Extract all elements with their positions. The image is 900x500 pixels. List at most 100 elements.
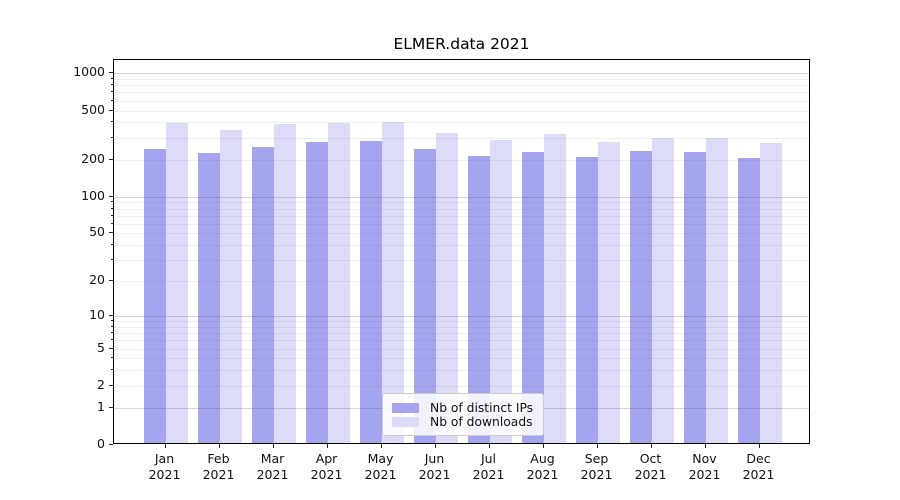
y-minor-tick-mark [111,357,113,359]
y-minor-tick-mark [111,77,113,79]
grid-line [114,321,809,323]
y-tick-label: 200 [81,150,105,166]
y-minor-tick-mark [111,332,113,334]
x-tick-mark [758,444,760,448]
y-minor-tick-mark [111,384,113,386]
bar-ips-dec [737,157,760,443]
grid-line [114,122,809,124]
y-tick-label: 2 [97,376,105,392]
y-tick-mark [109,195,113,197]
x-tick-mark [326,444,328,448]
y-minor-tick-mark [111,84,113,86]
legend: Nb of distinct IPs Nb of downloads [382,393,544,436]
bar-ips-oct [629,150,652,443]
bar-downloads-oct [651,137,674,443]
bar-ips-jul [467,155,490,443]
bar-downloads-jul [489,139,512,443]
x-tick-mark [380,444,382,448]
y-tick-mark [109,314,113,316]
bar-ips-nov [683,152,706,443]
legend-swatch [392,416,419,427]
y-tick-mark [109,406,113,408]
grid-line [114,223,809,225]
x-tick-mark [272,444,274,448]
grid-line [114,73,809,75]
y-minor-tick-mark [111,369,113,371]
y-minor-tick-mark [111,320,113,322]
grid-line [114,196,809,198]
y-tick-mark [109,444,113,445]
x-tick-label: Oct 2021 [634,451,667,482]
bar-ips-feb [197,153,220,443]
grid-line [114,260,809,262]
bar-downloads-jan [165,123,188,443]
y-minor-tick-mark [111,280,113,282]
y-minor-tick-mark [111,201,113,203]
bar-downloads-aug [543,133,566,443]
y-tick-label: 10 [89,306,105,322]
x-tick-label: Jul 2021 [472,451,505,482]
y-minor-tick-mark [111,325,113,327]
x-tick-label: Sep 2021 [580,451,613,482]
grid-line [114,348,809,350]
bar-downloads-dec [759,143,782,443]
x-tick-label: Dec 2021 [742,451,775,482]
bar-downloads-nov [705,137,728,443]
y-minor-tick-mark [111,91,113,93]
grid-line [114,159,809,161]
x-tick-label: May 2021 [364,451,397,482]
y-minor-tick-mark [111,109,113,111]
bar-ips-apr [305,141,328,443]
plot-area: Nb of distinct IPs Nb of downloads [113,59,810,444]
y-minor-tick-mark [111,232,113,234]
x-tick-mark [218,444,220,448]
grid-line [114,202,809,204]
x-tick-mark [434,444,436,448]
bar-downloads-feb [219,129,242,443]
bar-downloads-jun [435,133,458,443]
y-tick-label: 0 [97,436,105,451]
y-minor-tick-mark [111,207,113,209]
bar-ips-aug [521,152,544,443]
y-minor-tick-mark [111,244,113,246]
bar-ips-jan [143,148,166,443]
legend-label: Nb of downloads [430,414,533,429]
chart-title: ELMER.data 2021 [393,35,530,53]
grid-line [114,110,809,112]
x-tick-label: Apr 2021 [310,451,343,482]
y-minor-tick-mark [111,121,113,123]
legend-row: Nb of downloads [392,415,537,429]
grid-line [114,370,809,372]
y-minor-tick-mark [111,214,113,216]
bar-downloads-sep [597,142,620,443]
legend-row: Nb of distinct IPs [392,401,537,415]
grid-line [114,92,809,94]
x-tick-mark [650,444,652,448]
x-tick-label: Jun 2021 [418,451,451,482]
bar-ips-may [359,141,382,443]
y-tick-label: 500 [81,101,105,117]
y-minor-tick-mark [111,259,113,261]
y-minor-tick-mark [111,99,113,101]
grid-line [114,315,809,317]
legend-items: Nb of distinct IPs Nb of downloads [392,401,537,429]
x-tick-label: Feb 2021 [202,451,235,482]
grid-line [114,358,809,360]
y-minor-tick-mark [111,136,113,138]
bar-ips-sep [575,156,598,443]
bar-downloads-apr [327,122,350,443]
y-tick-label: 5 [97,339,105,355]
grid-line [114,333,809,335]
x-tick-label: Jan 2021 [148,451,181,482]
y-minor-tick-mark [111,222,113,224]
x-tick-mark [596,444,598,448]
grid-line [114,100,809,102]
legend-swatch [392,402,419,413]
grid-line [114,245,809,247]
bar-ips-jun [413,148,436,443]
x-tick-label: Nov 2021 [688,451,721,482]
x-tick-mark [704,444,706,448]
y-tick-label: 1000 [73,64,105,80]
x-tick-label: Aug 2021 [526,451,559,482]
grid-line [114,137,809,139]
